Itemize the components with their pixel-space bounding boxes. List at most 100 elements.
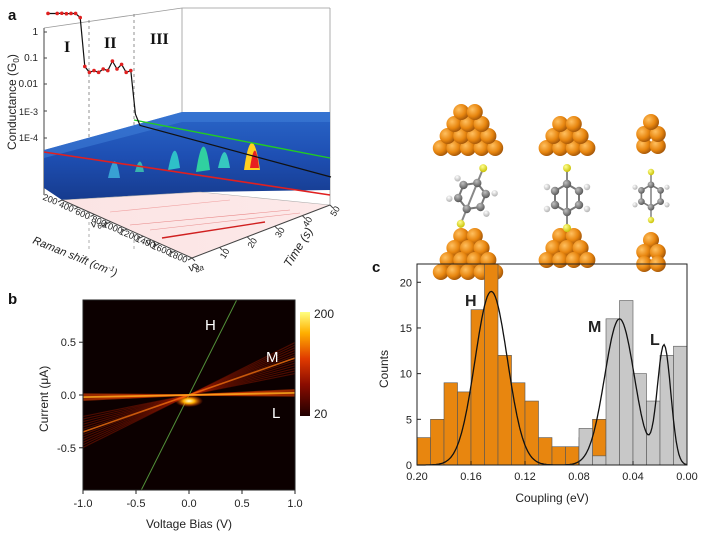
gold-atom-top bbox=[579, 140, 596, 156]
gold-atom-top bbox=[649, 138, 666, 154]
panel-b-ytick-label: -0.5 bbox=[57, 443, 76, 455]
hydrogen-atom bbox=[483, 210, 490, 217]
hydrogen-atom bbox=[543, 205, 551, 213]
histogram-bars bbox=[416, 263, 688, 466]
time-tick-label: 50 bbox=[328, 204, 342, 218]
gold-atom-bottom bbox=[453, 228, 470, 244]
line-label-H: H bbox=[205, 317, 216, 334]
gold-atom-top bbox=[480, 128, 497, 144]
gold-atom-bottom bbox=[460, 264, 476, 280]
raman-axis-label: Raman shift (cm-1) bbox=[31, 235, 119, 280]
conductance-point bbox=[55, 11, 59, 16]
gold-atom-bottom bbox=[432, 264, 449, 280]
gold-atom-top bbox=[446, 116, 463, 132]
z-tick-01: 0.1 bbox=[24, 53, 38, 64]
histogram-bar-gray bbox=[659, 355, 674, 466]
gold-atom-top bbox=[636, 126, 653, 142]
sulfur-atom bbox=[563, 224, 571, 232]
histogram-bar-gold bbox=[470, 309, 485, 466]
raman-tick-mark bbox=[155, 243, 160, 246]
panel-b-xtick-label: -0.5 bbox=[127, 498, 146, 510]
time-tick-mark bbox=[246, 236, 251, 241]
hydrogen-atom bbox=[664, 202, 670, 208]
gold-atom-top bbox=[460, 140, 476, 156]
gold-atom-bottom bbox=[538, 252, 555, 268]
panel-b-ytick-label: 0.5 bbox=[61, 337, 76, 349]
panel-c-ytick-label: 20 bbox=[400, 277, 412, 289]
histogram-bar-gold bbox=[551, 446, 566, 466]
panel-a: a I II III 1 0.1 0.01 1E-3 1E-4 bbox=[5, 7, 342, 280]
panel-a-letter: a bbox=[8, 7, 17, 24]
time-tick-mark bbox=[191, 257, 196, 262]
gold-atom-bottom bbox=[552, 228, 569, 244]
time-tick-label: 10 bbox=[218, 247, 232, 261]
z-tick-1: 1 bbox=[32, 27, 38, 38]
gold-atom-top bbox=[473, 140, 490, 156]
panel-c-xtick-label: 0.12 bbox=[514, 471, 535, 483]
sulfur-atom bbox=[563, 164, 571, 172]
gold-atom-top bbox=[636, 138, 653, 154]
hydrogen-atom bbox=[632, 184, 638, 190]
carbon-atom bbox=[476, 202, 485, 212]
conductance-point bbox=[129, 68, 133, 73]
gold-atom-top bbox=[559, 128, 575, 144]
conductance-point bbox=[101, 67, 105, 71]
panel-c-xlabel: Coupling (eV) bbox=[515, 491, 588, 505]
gold-atom-top bbox=[466, 128, 483, 144]
gold-atom-top bbox=[565, 116, 582, 132]
colorbar bbox=[300, 312, 310, 416]
conductance-point bbox=[115, 67, 119, 71]
panel-c-ytick-label: 10 bbox=[400, 369, 412, 381]
gold-atom-top bbox=[565, 140, 582, 156]
benzene-molecule bbox=[446, 164, 498, 228]
gold-atom-bottom bbox=[559, 240, 575, 256]
panel-c-ytick-label: 15 bbox=[400, 323, 412, 335]
peak-label-M: M bbox=[588, 319, 601, 336]
gold-atom-bottom bbox=[565, 252, 582, 268]
panel-b-letter: b bbox=[8, 291, 17, 308]
panel-c-xtick-label: 0.04 bbox=[622, 471, 643, 483]
panel-b-ylabel: Current (μA) bbox=[37, 366, 51, 432]
time-tick-label: 30 bbox=[273, 225, 287, 239]
carbon-atom bbox=[657, 187, 664, 194]
panel-b-xtick-label: 0.5 bbox=[234, 498, 249, 510]
surface-peak-3 bbox=[218, 152, 230, 168]
panel-c-xtick-label: 0.20 bbox=[406, 471, 427, 483]
hydrogen-atom bbox=[583, 183, 591, 191]
time-tick-label: 20 bbox=[245, 236, 259, 250]
raman-tick-mark bbox=[57, 199, 63, 203]
histogram-bar-gray bbox=[646, 400, 661, 466]
colorbar-max: 200 bbox=[314, 307, 334, 321]
panel-b-ytick-label: 0.0 bbox=[61, 390, 76, 402]
histogram-frame bbox=[416, 263, 688, 466]
gold-atom-bottom bbox=[473, 240, 490, 256]
surface-ridge bbox=[44, 112, 330, 158]
panel-b-xtick-label: -1.0 bbox=[74, 498, 93, 510]
raman-tick-mark bbox=[90, 214, 95, 217]
z-tick-1e-3: 1E-3 bbox=[19, 107, 38, 117]
sulfur-atom bbox=[647, 168, 655, 176]
box-top-left-edge bbox=[43, 7, 183, 29]
conductance-point bbox=[87, 70, 92, 75]
histogram-bar-gold bbox=[416, 437, 431, 466]
colorbar-min: 20 bbox=[314, 407, 328, 421]
raman-tick-mark bbox=[74, 206, 79, 210]
time-ticks: 0 10 20 30 40 50 bbox=[190, 204, 342, 271]
conductance-point bbox=[106, 68, 110, 73]
gold-atom-bottom bbox=[579, 252, 596, 268]
hydrogen-atom bbox=[454, 175, 461, 182]
carbon-atom bbox=[647, 181, 655, 189]
gold-atom-top bbox=[453, 128, 470, 144]
gold-atom-bottom bbox=[572, 240, 589, 256]
panel-c-xtick-label: 0.00 bbox=[676, 471, 697, 483]
gold-atom-bottom bbox=[460, 240, 476, 256]
conductance-point bbox=[78, 15, 82, 20]
gold-atom-bottom bbox=[636, 244, 653, 260]
carbon-atom bbox=[574, 186, 584, 196]
raman-line-3 bbox=[109, 199, 231, 213]
carbon-atom bbox=[562, 207, 572, 217]
conductance-point bbox=[46, 11, 50, 16]
benzene-molecule bbox=[543, 164, 591, 232]
time-tick-mark bbox=[329, 204, 334, 209]
